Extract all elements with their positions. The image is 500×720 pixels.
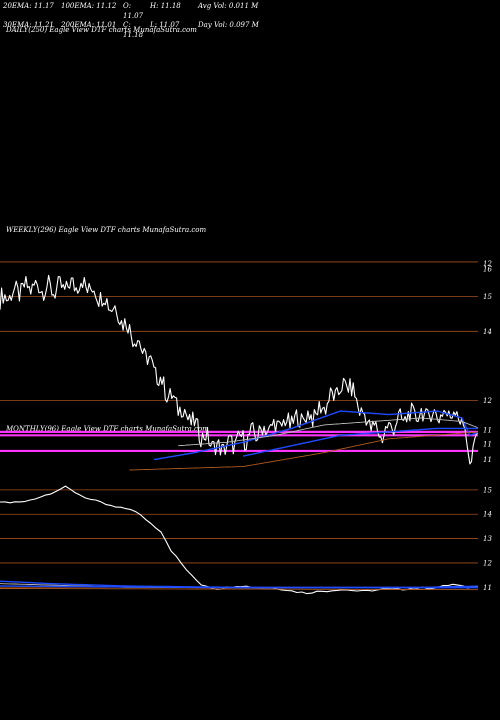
close-value: C: 11.18 xyxy=(123,21,144,39)
weekly-panel-title: WEEKLY(296) Eagle View DTF charts Munafa… xyxy=(6,226,207,234)
y-tick-label: 11 xyxy=(483,440,492,448)
monthly-chart: 15 14 13 12 11 xyxy=(0,485,492,595)
y-tick-label: 15 xyxy=(483,293,492,301)
y-tick-label: 12 xyxy=(483,260,492,268)
y-tick-label: 13 xyxy=(483,535,492,543)
monthly-panel-title: MONTHLY(96) Eagle View DTF charts Munafa… xyxy=(6,425,209,433)
series-ema100 xyxy=(242,427,478,457)
series-ema200 xyxy=(0,588,478,591)
indicator-header: 20EMA: 11.17 100EMA: 11.12 O: 11.07 H: 1… xyxy=(3,2,259,40)
ema100-value: 100EMA: 11.12 xyxy=(61,2,117,10)
y-tick-label: 12 xyxy=(483,397,492,405)
series-ema30 xyxy=(178,417,479,447)
y-tick-label: 15 xyxy=(483,486,492,494)
y-tick-label: 12 xyxy=(483,559,492,567)
ema200-value: 200EMA: 11.01 xyxy=(61,21,117,29)
y-tick-label: 11 xyxy=(483,427,492,435)
y-tick-label: 11 xyxy=(483,584,492,592)
daily-panel-title: DAILY(250) Eagle View DTF charts MunafaS… xyxy=(6,26,197,34)
ema20-value: 20EMA: 11.17 xyxy=(3,2,54,10)
y-tick-label: 11 xyxy=(483,456,492,464)
high-value: H: 11.18 xyxy=(150,2,181,10)
y-tick-label: 14 xyxy=(483,328,492,336)
open-value: O: 11.07 xyxy=(123,2,144,20)
series-ema20 xyxy=(153,410,479,461)
day-volume-value: Day Vol: 0.097 M xyxy=(198,21,259,29)
y-tick-label: 16 xyxy=(483,265,492,273)
avg-volume-value: Avg Vol: 0.011 M xyxy=(198,2,259,10)
series-price xyxy=(0,485,478,595)
low-value: L: 11.07 xyxy=(150,21,180,29)
y-tick-label: 14 xyxy=(483,511,492,519)
ema30-value: 30EMA: 11.21 xyxy=(3,21,54,29)
series-ema100 xyxy=(0,585,478,589)
series-ema200 xyxy=(129,431,479,471)
